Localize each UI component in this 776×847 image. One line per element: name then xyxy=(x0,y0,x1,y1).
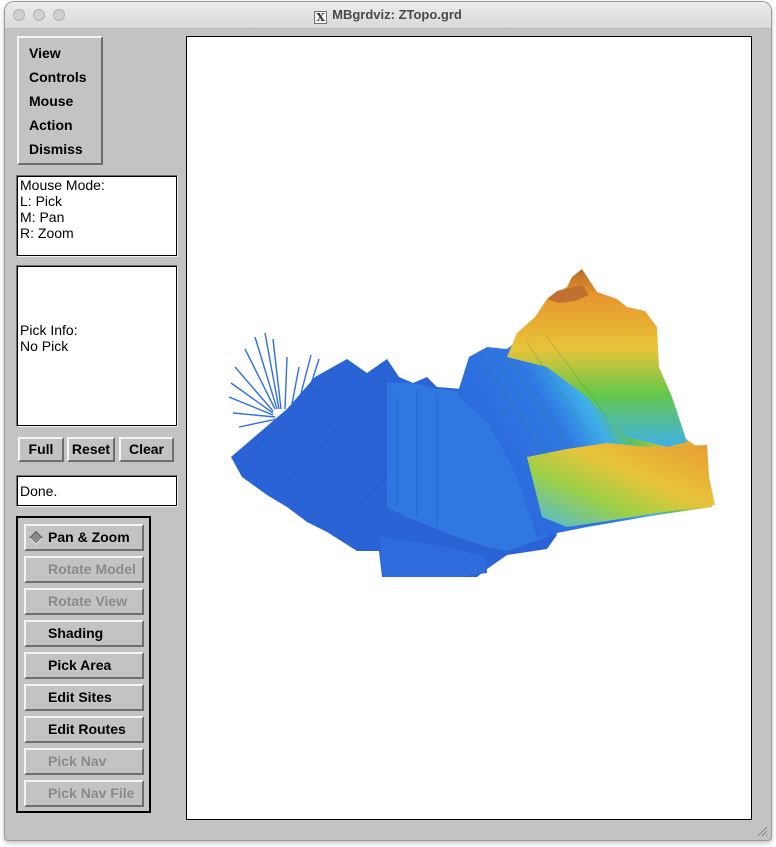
survey-rays xyxy=(228,332,320,428)
pick-info-value: No Pick xyxy=(20,338,69,354)
peak-cap xyxy=(547,285,589,303)
rotate-view-button[interactable]: Rotate View xyxy=(24,588,144,615)
lower-lobe xyxy=(380,537,487,577)
resize-grip-icon[interactable] xyxy=(756,825,768,837)
pick-nav-file-button[interactable]: Pick Nav File xyxy=(24,780,144,807)
pan-zoom-label: Pan & Zoom xyxy=(48,529,130,545)
edit-routes-button[interactable]: Edit Routes xyxy=(24,716,144,743)
swath-texture xyxy=(256,386,438,528)
menu-mouse[interactable]: Mouse xyxy=(29,93,74,109)
menu-view[interactable]: View xyxy=(29,45,61,61)
window-title-text: MBgrdviz: ZTopo.grd xyxy=(332,7,462,22)
bathymetry-map xyxy=(228,269,715,577)
eastern-shelf xyxy=(527,443,715,527)
clear-button[interactable]: Clear xyxy=(119,437,174,462)
reset-button[interactable]: Reset xyxy=(67,437,115,462)
mouse-mode-right: R: Zoom xyxy=(20,225,74,241)
mode-panel: Pan & Zoom Rotate Model Rotate View Shad… xyxy=(16,516,151,813)
ridge-texture xyxy=(486,336,608,458)
full-button[interactable]: Full xyxy=(18,437,64,462)
mouse-mode-box: Mouse Mode: L: Pick M: Pan R: Zoom xyxy=(16,175,178,257)
zoom-window-button[interactable] xyxy=(53,9,65,21)
main-menu: View Controls Mouse Action Dismiss xyxy=(17,36,103,165)
mouse-mode-left: L: Pick xyxy=(20,193,63,209)
rotate-model-button[interactable]: Rotate Model xyxy=(24,556,144,583)
menu-controls[interactable]: Controls xyxy=(29,69,87,85)
northern-ridge xyxy=(507,269,687,447)
mouse-mode-heading: Mouse Mode: xyxy=(20,177,105,193)
status-box: Done. xyxy=(16,475,178,507)
title-bar: X MBgrdviz: ZTopo.grd xyxy=(5,2,771,29)
menu-action[interactable]: Action xyxy=(29,117,73,133)
close-window-button[interactable] xyxy=(13,9,25,21)
x11-icon: X xyxy=(314,11,328,24)
shading-button[interactable]: Shading xyxy=(24,620,144,647)
pick-nav-button[interactable]: Pick Nav xyxy=(24,748,144,775)
pick-info-heading: Pick Info: xyxy=(20,322,78,338)
edit-sites-button[interactable]: Edit Sites xyxy=(24,684,144,711)
window-title: X MBgrdviz: ZTopo.grd xyxy=(5,7,771,24)
menu-dismiss[interactable]: Dismiss xyxy=(29,141,83,157)
minimize-window-button[interactable] xyxy=(33,9,45,21)
mouse-mode-middle: M: Pan xyxy=(20,209,65,225)
pan-zoom-button[interactable]: Pan & Zoom xyxy=(24,524,144,551)
pick-info-box: Pick Info: No Pick xyxy=(16,265,178,427)
radio-diamond-icon xyxy=(28,530,44,546)
pick-area-button[interactable]: Pick Area xyxy=(24,652,144,679)
status-text: Done. xyxy=(20,483,58,499)
map-canvas[interactable] xyxy=(186,36,752,820)
app-window: X MBgrdviz: ZTopo.grd View Controls Mouse… xyxy=(5,2,771,840)
